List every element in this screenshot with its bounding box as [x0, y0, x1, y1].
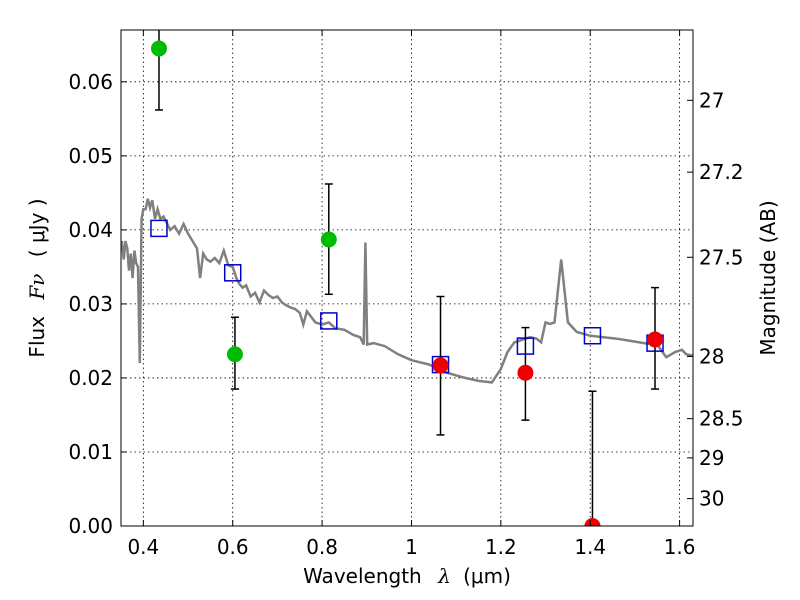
y2-tick-label: 29: [699, 446, 724, 470]
model-point-5: [583, 326, 602, 345]
y2-tick-label: 27.5: [699, 245, 744, 269]
y2-tick-label: 27.2: [699, 160, 744, 184]
observed-point-4: [517, 364, 534, 381]
plot-area: [121, 30, 693, 526]
y-tick-label: 0.00: [68, 514, 113, 538]
x-tick-label: 1.4: [574, 535, 606, 559]
x-tick-label: 0.8: [306, 535, 338, 559]
observed-point-3: [432, 357, 449, 374]
plot-frame: [120, 29, 694, 527]
y-tick-label: 0.06: [68, 70, 113, 94]
x-tick-label: 0.4: [127, 535, 159, 559]
x-axis-label: Wavelength λ (μm): [303, 564, 511, 588]
observed-point-6: [647, 331, 664, 348]
y-tick-labels: 0.00 0.01 0.02 0.03 0.04 0.05 0.06: [68, 70, 113, 538]
y-tick-label: 0.02: [68, 366, 113, 390]
x-tick-label: 1: [405, 535, 418, 559]
x-tick-label: 0.6: [217, 535, 249, 559]
ticks: [121, 30, 693, 527]
observed-point-5: [584, 518, 601, 526]
model-point-2: [320, 312, 338, 330]
y-tick-label: 0.05: [68, 144, 113, 168]
observed-point-2: [320, 231, 337, 248]
x-axis-label-text: Wavelength: [303, 564, 422, 588]
y-tick-label: 0.01: [68, 440, 113, 464]
y2-tick-label: 27: [699, 88, 724, 112]
x-axis-label-unit: (μm): [463, 564, 511, 588]
plot-background: [121, 30, 693, 526]
model-point-0: [150, 219, 168, 238]
x-axis-label-symbol: λ: [437, 564, 451, 588]
y2-axis-label: Magnitude (AB): [756, 200, 780, 355]
model-point-1: [223, 264, 242, 282]
y-axis-label-text: Flux: [25, 316, 49, 358]
observed-photometry: [150, 30, 664, 526]
y-axis-label: Flux Fν ( μJy ): [25, 198, 49, 357]
y2-tick-label: 30: [699, 487, 724, 511]
observed-point-0: [150, 40, 167, 57]
model-sed-line: [121, 198, 693, 384]
y2-tick-labels: 27 27.2 27.5 28 28.5 29 30: [699, 88, 744, 510]
y-tick-label: 0.04: [68, 218, 113, 242]
y-axis-label-unit: ( μJy ): [25, 198, 49, 257]
y-axis-label-symbol: Fν: [25, 274, 49, 301]
x-tick-label: 1.6: [664, 535, 696, 559]
x-tick-label: 1.2: [485, 535, 517, 559]
y2-tick-label: 28: [699, 344, 724, 368]
y-tick-label: 0.03: [68, 292, 113, 316]
observed-point-1: [226, 346, 243, 363]
y2-tick-label: 28.5: [699, 407, 744, 431]
x-tick-labels: 0.4 0.6 0.8 1 1.2 1.4 1.6: [127, 535, 695, 559]
